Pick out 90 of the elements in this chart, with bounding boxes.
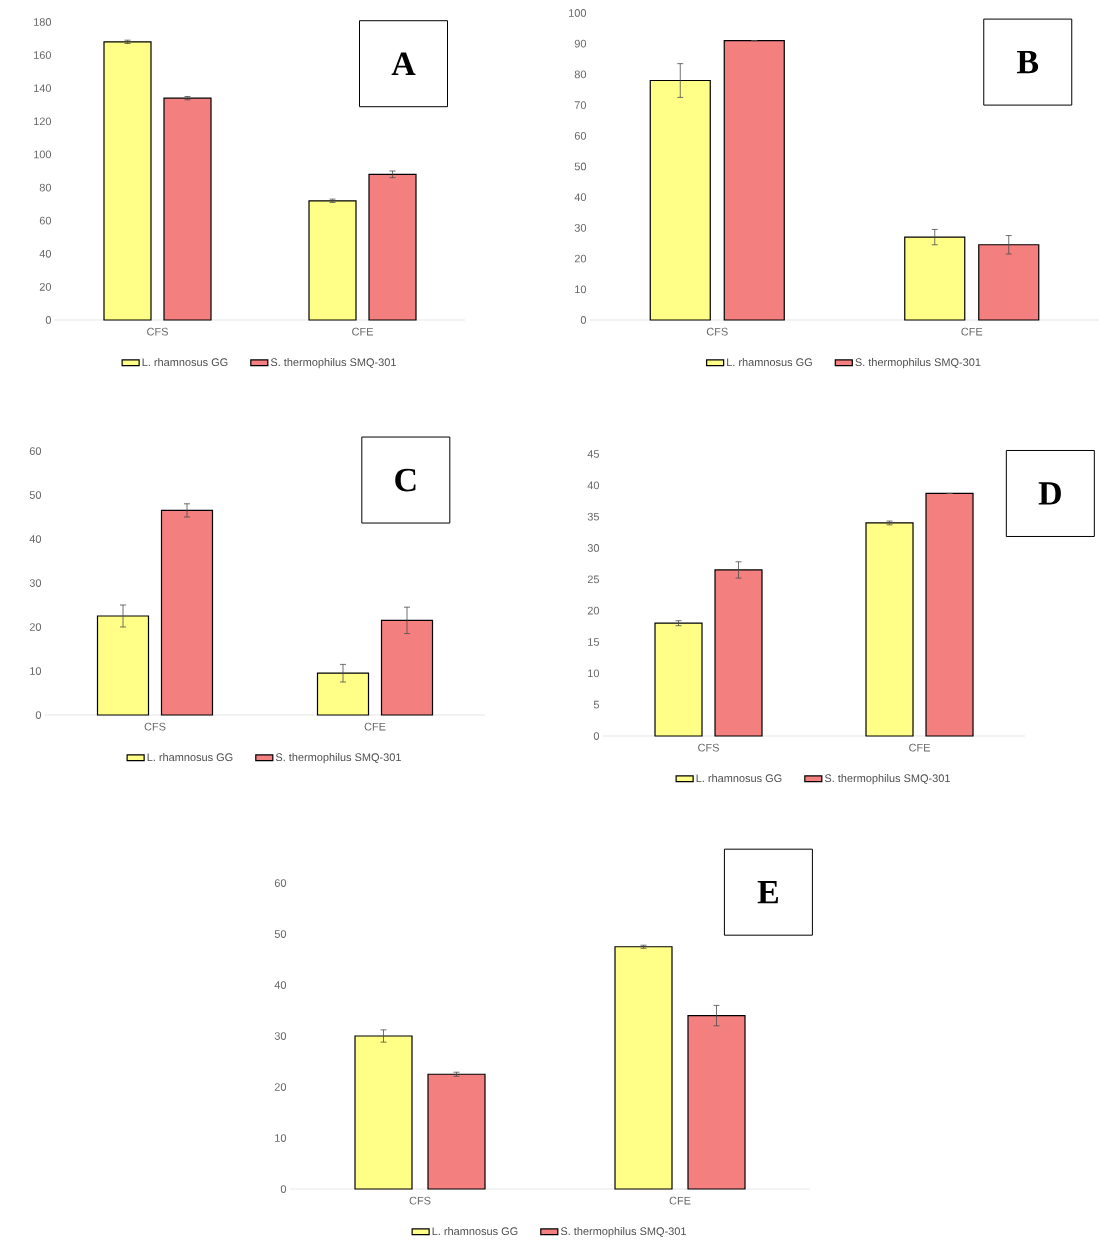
y-tick-label: 40 (587, 481, 600, 490)
y-tick-label: 50 (574, 162, 587, 171)
text: D (1038, 482, 1061, 505)
legend-label: L. rhamnosus GG (696, 774, 782, 783)
bar (687, 1015, 746, 1190)
y-tick-label: 10 (275, 1134, 287, 1142)
x-tick-label: CFE (961, 327, 983, 336)
y-tick-label: 10 (575, 285, 587, 294)
y-tick-label: 0 (45, 316, 52, 324)
y-tick-label: 35 (587, 512, 600, 521)
annotation: B (1017, 50, 1039, 74)
y-tick-label: 60 (39, 216, 52, 225)
x-tick-label: CFS (147, 327, 168, 336)
y-tick-label: 100 (569, 9, 587, 17)
y-tick-label: 100 (34, 150, 52, 159)
bar (649, 79, 711, 321)
y-tick-label: 160 (34, 51, 52, 59)
legend-label: L. rhamnosus GG (432, 1227, 518, 1236)
x-tick-label: CFE (352, 327, 373, 336)
bar (160, 509, 214, 716)
x-tick-label: CFE (909, 743, 930, 752)
annotation: A (391, 52, 416, 75)
y-tick-label: 60 (29, 447, 42, 455)
y-tick-label: 60 (574, 131, 587, 140)
bar (380, 619, 434, 716)
x-tick-label: CFS (698, 743, 719, 752)
bar (308, 200, 357, 321)
x-tick-label: CFE (669, 1196, 691, 1205)
legend-label: S. thermophilus SMQ-301 (270, 358, 396, 369)
y-tick-label: 20 (39, 283, 52, 291)
legend-label: L. rhamnosus GG (727, 358, 812, 367)
y-tick-label: 80 (574, 70, 587, 79)
y-tick-label: 20 (274, 1083, 287, 1091)
y-tick-label: 45 (587, 450, 600, 458)
bar (925, 492, 974, 737)
bar (865, 522, 914, 737)
bar (354, 1035, 413, 1190)
y-tick-label: 50 (29, 491, 42, 499)
y-tick-label: 5 (593, 700, 600, 709)
legend-label: L. rhamnosus GG (142, 358, 228, 367)
legend-label: S. thermophilus SMQ-301 (560, 1227, 686, 1238)
bar (103, 41, 152, 321)
bar (723, 40, 785, 321)
y-tick-label: 90 (574, 39, 587, 48)
y-tick-label: 60 (274, 879, 287, 887)
y-tick-label: 10 (30, 667, 42, 675)
y-tick-label: 40 (274, 981, 287, 989)
y-tick-label: 140 (34, 84, 52, 93)
bar (654, 622, 703, 737)
y-tick-label: 40 (574, 193, 587, 202)
bar (368, 173, 417, 321)
bar (714, 569, 763, 737)
bar (96, 615, 150, 716)
y-tick-label: 30 (29, 579, 42, 587)
y-tick-label: 180 (34, 18, 52, 26)
y-tick-label: 0 (35, 711, 42, 719)
x-tick-label: CFS (706, 327, 728, 336)
y-tick-label: 20 (587, 606, 600, 615)
bar (614, 946, 673, 1190)
legend-label: S. thermophilus SMQ-301 (275, 753, 401, 764)
y-tick-label: 15 (588, 638, 600, 646)
y-tick-label: 20 (29, 623, 42, 631)
y-tick-label: 30 (574, 224, 587, 232)
y-tick-label: 10 (588, 669, 600, 678)
x-tick-label: CFS (409, 1196, 431, 1205)
bar (163, 97, 212, 321)
y-tick-label: 0 (580, 316, 587, 324)
y-tick-label: 30 (274, 1032, 287, 1040)
legend-label: L. rhamnosus GG (147, 753, 233, 762)
legend-label: S. thermophilus SMQ-301 (855, 358, 981, 369)
y-tick-label: 0 (593, 732, 600, 740)
bar (904, 236, 966, 321)
annotation: E (757, 881, 778, 904)
y-tick-label: 30 (587, 544, 600, 552)
bar (316, 672, 370, 716)
y-tick-label: 70 (574, 101, 587, 109)
y-tick-label: 20 (574, 254, 587, 263)
x-tick-label: CFE (364, 722, 386, 731)
y-tick-label: 80 (39, 183, 52, 192)
y-tick-label: 25 (587, 575, 600, 584)
y-tick-label: 0 (280, 1185, 287, 1193)
y-tick-label: 40 (39, 249, 52, 258)
bar (978, 244, 1040, 321)
bar (427, 1073, 486, 1190)
annotation: C (395, 468, 416, 492)
y-tick-label: 50 (274, 930, 287, 938)
legend-label: S. thermophilus SMQ-301 (824, 774, 950, 785)
x-tick-label: CFS (144, 722, 166, 731)
y-tick-label: 40 (29, 535, 42, 543)
y-tick-label: 120 (34, 117, 52, 126)
